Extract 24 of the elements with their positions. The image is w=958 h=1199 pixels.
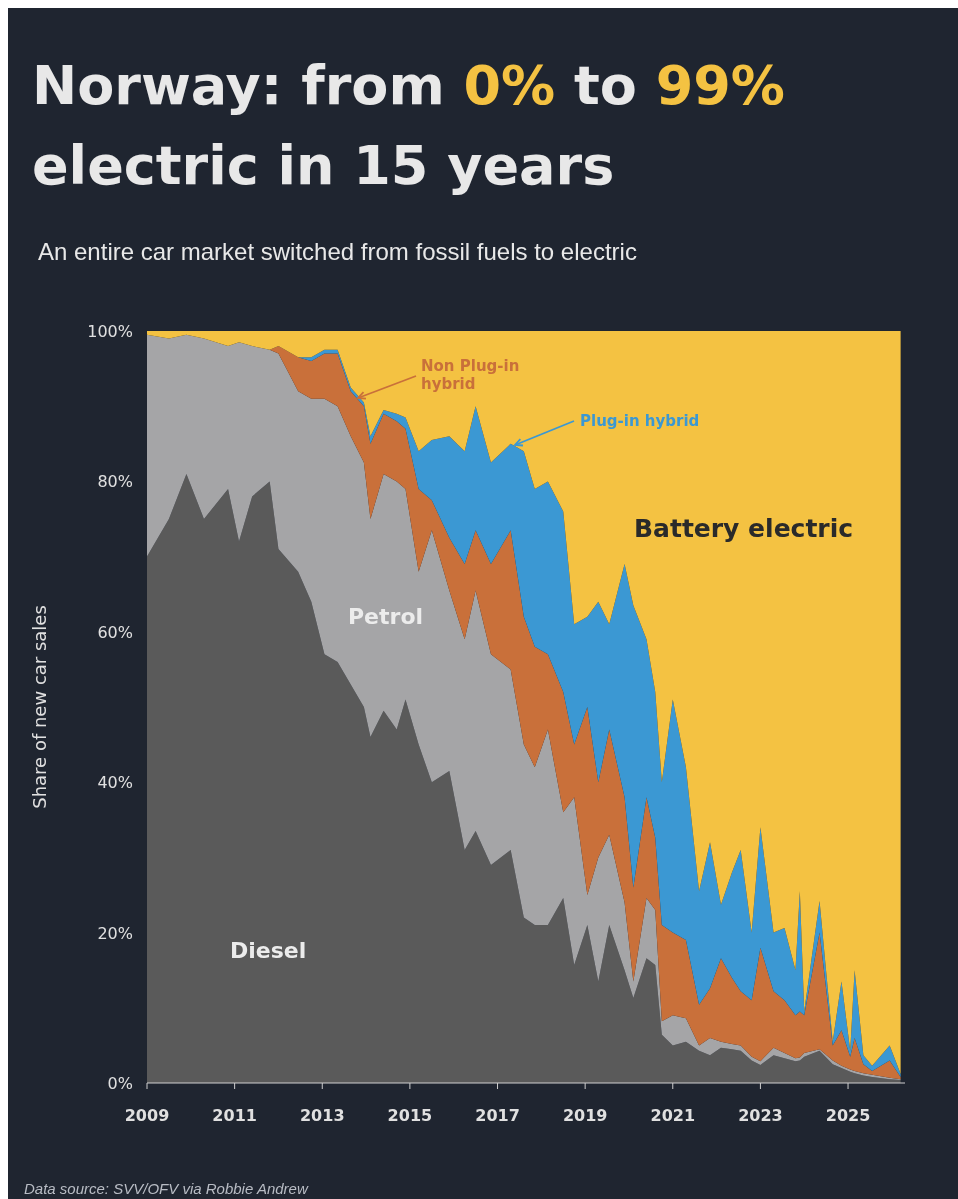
y-tick-label: 80% (97, 472, 133, 492)
text: Plug-in hybrid (580, 412, 700, 430)
x-tick-label: 2017 (475, 1106, 520, 1125)
x-tick-label: 2019 (562, 1106, 608, 1125)
source-note: Data source: SVV/OFV via Robbie Andrew (24, 1180, 309, 1197)
y-tick-label: 20% (97, 923, 133, 943)
x-tick-label: 2021 (650, 1106, 696, 1125)
text: Non Plug-in hybrid (421, 357, 520, 393)
y-tick-label: 0% (107, 1074, 133, 1093)
y-axis-title: Share of new car sales (29, 605, 50, 809)
x-tick-label: 2009 (124, 1106, 170, 1125)
chart-subtitle: An entire car market switched from fossil fuels to electric (38, 238, 637, 265)
series-label: Battery electric (634, 514, 854, 543)
series-label: Diesel (230, 938, 307, 963)
x-tick-label: 2023 (738, 1106, 783, 1125)
series-label: Petrol (348, 604, 424, 629)
x-tick-label: 2013 (299, 1106, 345, 1125)
x-tick-label: 2025 (825, 1106, 871, 1125)
y-tick-label: 100% (87, 322, 133, 341)
chart-title: Norway: from 0% to 99% electric in 15 years (32, 54, 785, 197)
x-tick-label: 2011 (212, 1106, 257, 1125)
y-tick-label: 40% (97, 773, 133, 793)
y-tick-label: 60% (97, 622, 133, 642)
x-tick-label: 2015 (387, 1106, 433, 1125)
